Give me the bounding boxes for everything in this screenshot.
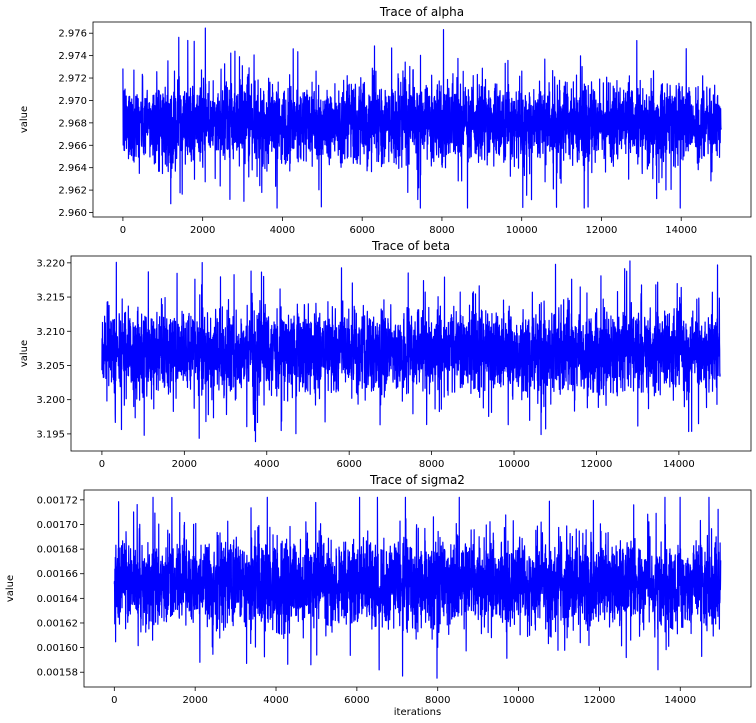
x-tick-label: 6000 bbox=[349, 225, 374, 236]
x-tick-label: 4000 bbox=[270, 225, 295, 236]
trace-line-series-1 bbox=[101, 260, 721, 443]
y-tick-label: 0.00164 bbox=[37, 594, 78, 605]
axes-frame bbox=[92, 21, 752, 218]
x-tick-label: 2000 bbox=[182, 695, 207, 706]
y-tick-label: 2.968 bbox=[58, 118, 87, 129]
x-tick-label: 8000 bbox=[419, 459, 444, 470]
x-tick-label: 2000 bbox=[190, 225, 215, 236]
y-tick-label: 0.00168 bbox=[37, 545, 78, 556]
x-tick-label: 10000 bbox=[503, 695, 535, 706]
y-tick-label: 2.966 bbox=[58, 141, 87, 152]
x-tick-label: 10000 bbox=[506, 225, 538, 236]
chart-title: Trace of alpha bbox=[379, 5, 464, 19]
chart-title: Trace of sigma2 bbox=[369, 473, 465, 487]
x-tick-label: 14000 bbox=[665, 225, 697, 236]
y-tick-label: 3.220 bbox=[36, 258, 65, 269]
y-tick-label: 0.00170 bbox=[37, 520, 78, 531]
y-tick-label: 3.195 bbox=[36, 429, 65, 440]
y-axis-label: value bbox=[19, 106, 30, 133]
y-tick-label: 2.976 bbox=[58, 29, 87, 40]
y-tick-label: 0.00172 bbox=[37, 495, 78, 506]
y-tick-label: 0.00160 bbox=[37, 643, 78, 654]
x-tick-label: 6000 bbox=[344, 695, 369, 706]
trace-line-series-1 bbox=[113, 496, 722, 679]
x-tick-label: 14000 bbox=[664, 695, 696, 706]
x-tick-label: 0 bbox=[111, 695, 117, 706]
y-axis-label: value bbox=[5, 575, 16, 602]
x-tick-label: 10000 bbox=[498, 459, 530, 470]
axes-panel-3: 0 2000 4000 6000 8000 10000 12000 14000 0.00158 0… bbox=[5, 473, 752, 718]
y-tick-label: 3.200 bbox=[36, 395, 65, 406]
y-tick-label: 2.974 bbox=[58, 51, 87, 62]
y-tick-label: 3.210 bbox=[36, 327, 65, 338]
y-tick-label: 0.00162 bbox=[37, 618, 78, 629]
axes-frame bbox=[70, 255, 752, 452]
x-tick-label: 6000 bbox=[336, 459, 361, 470]
x-tick-label: 12000 bbox=[586, 225, 618, 236]
y-tick-label: 2.972 bbox=[58, 74, 87, 85]
y-tick-label: 0.00166 bbox=[37, 569, 78, 580]
x-tick-label: 8000 bbox=[429, 225, 454, 236]
y-tick-label: 0.00158 bbox=[37, 668, 78, 679]
x-tick-label: 4000 bbox=[254, 459, 279, 470]
y-tick-label: 3.215 bbox=[36, 293, 65, 304]
axes-panel-2: 0 2000 4000 6000 8000 10000 12000 14000 3.195 3.2… bbox=[19, 239, 752, 470]
x-axis-label: iterations bbox=[394, 707, 441, 718]
x-tick-label: 2000 bbox=[172, 459, 197, 470]
axes-panel-1: 0 2000 4000 6000 8000 10000 12000 14000 2.960 2.9… bbox=[19, 5, 752, 236]
x-tick-label: 0 bbox=[120, 225, 126, 236]
x-tick-label: 12000 bbox=[584, 695, 616, 706]
x-tick-label: 8000 bbox=[425, 695, 450, 706]
y-tick-label: 2.970 bbox=[58, 96, 87, 107]
y-tick-label: 2.962 bbox=[58, 186, 87, 197]
y-tick-label: 2.964 bbox=[58, 163, 87, 174]
x-tick-label: 14000 bbox=[663, 459, 695, 470]
x-tick-label: 12000 bbox=[581, 459, 613, 470]
axes-frame bbox=[83, 489, 752, 688]
x-tick-label: 0 bbox=[99, 459, 105, 470]
chart-title: Trace of beta bbox=[371, 239, 450, 253]
x-tick-label: 4000 bbox=[263, 695, 288, 706]
trace-line-series-1 bbox=[122, 27, 722, 209]
y-axis-label: value bbox=[19, 340, 30, 367]
y-tick-label: 2.960 bbox=[58, 208, 87, 219]
y-tick-label: 3.205 bbox=[36, 361, 65, 372]
